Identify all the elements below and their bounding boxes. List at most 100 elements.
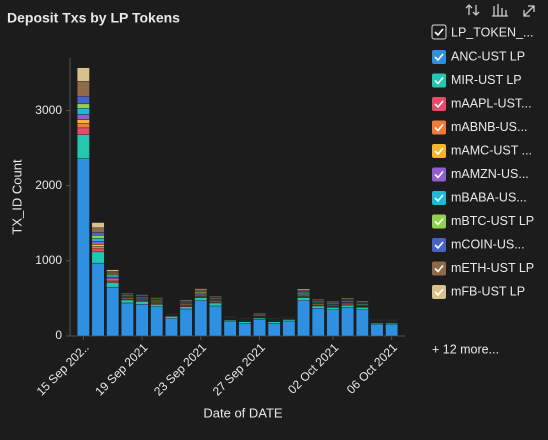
bar-segment xyxy=(223,321,237,337)
check xyxy=(434,28,444,37)
bar-segment xyxy=(194,297,208,301)
legend-swatch[interactable] xyxy=(432,191,446,205)
check xyxy=(434,264,444,273)
bar-segment xyxy=(238,321,252,324)
bar-segment xyxy=(267,323,281,337)
bar-segment xyxy=(121,302,134,337)
legend-swatch[interactable] xyxy=(432,97,446,111)
check xyxy=(434,123,444,132)
check xyxy=(434,170,444,179)
bar-segment xyxy=(76,123,90,129)
bar-segment xyxy=(370,323,384,325)
bar-segment xyxy=(326,300,340,303)
bar-segment xyxy=(297,288,310,291)
bar-segment xyxy=(106,277,120,280)
bar-segment xyxy=(91,248,105,253)
x-axis-title: Date of DATE xyxy=(203,405,283,420)
legend-label: mAAPL-UST... xyxy=(451,96,532,110)
bar-segment xyxy=(297,300,310,337)
sort-icon[interactable] xyxy=(465,4,480,16)
bar-segment xyxy=(135,304,149,337)
bar-segment xyxy=(121,292,134,295)
y-tick-label: 0 xyxy=(55,328,62,342)
legend-swatch[interactable] xyxy=(432,144,446,158)
bar-segment xyxy=(385,324,399,337)
bar-segment xyxy=(106,269,120,272)
bar-segment xyxy=(253,312,266,315)
check xyxy=(434,288,444,297)
bar-segment xyxy=(209,302,222,307)
bar-segment xyxy=(76,158,90,337)
bar-segment xyxy=(76,119,90,124)
bar-segment xyxy=(311,305,325,309)
bar-segment xyxy=(179,308,193,337)
legend-swatch[interactable] xyxy=(432,50,446,64)
bar-segment xyxy=(355,301,369,303)
y-tick-label: 2000 xyxy=(35,178,62,192)
bar-segment xyxy=(179,306,193,310)
bar-segment xyxy=(194,288,208,290)
y-tick-label: 3000 xyxy=(35,103,62,117)
check xyxy=(434,53,444,62)
legend-more[interactable]: + 12 more... xyxy=(432,342,499,356)
expand-icon[interactable] xyxy=(523,5,535,17)
legend: LP_TOKEN_... + 12 more... xyxy=(431,24,533,356)
legend-title-checkbox[interactable] xyxy=(431,24,447,40)
bar-segment xyxy=(326,309,340,337)
bar-segment xyxy=(179,299,193,301)
bar-segment xyxy=(282,319,296,322)
bar-segment xyxy=(326,307,340,310)
bar-segment xyxy=(91,246,105,250)
bar-segment xyxy=(91,262,105,337)
legend-label: MIR-UST LP xyxy=(451,73,522,87)
bar-segment xyxy=(91,222,105,229)
bar-segment xyxy=(76,96,90,105)
bar-segment xyxy=(165,316,178,319)
legend-swatch[interactable] xyxy=(432,167,446,182)
check xyxy=(434,217,444,226)
x-tick-label: 02 Oct 2021 xyxy=(285,340,341,396)
x-tick-label: 23 Sep 2021 xyxy=(151,340,209,398)
legend-label: mAMZN-US... xyxy=(451,167,529,181)
legend-label: mABNB-US... xyxy=(451,120,527,134)
bar-segment xyxy=(150,304,164,307)
bar-segment xyxy=(253,317,266,320)
bar-segment xyxy=(341,307,354,337)
legend-label: mCOIN-US... xyxy=(451,237,525,251)
toolbar[interactable] xyxy=(465,4,535,17)
bar-segment xyxy=(76,103,90,109)
bar-segment xyxy=(106,286,120,337)
bar-segment xyxy=(76,108,90,115)
legend-title: LP_TOKEN_... xyxy=(451,25,533,39)
bar-segment xyxy=(135,301,149,305)
bar-segment xyxy=(76,81,90,97)
bar-segment xyxy=(106,282,120,288)
legend-label: mFB-UST LP xyxy=(451,284,525,298)
legend-swatch[interactable] xyxy=(432,261,446,276)
legend-swatch[interactable] xyxy=(432,73,446,88)
x-tick-label: 19 Sep 2021 xyxy=(92,340,150,398)
bar-segment xyxy=(385,323,399,325)
bar-segment xyxy=(121,299,134,304)
bar-segment xyxy=(165,318,178,337)
x-tick-label: 15 Sep 202.. xyxy=(34,340,92,398)
legend-swatch[interactable] xyxy=(432,120,446,135)
legend-label: mAMC-UST ... xyxy=(451,143,532,157)
legend-label: ANC-UST LP xyxy=(451,49,525,63)
chart-icon[interactable] xyxy=(492,4,508,17)
bar-segment xyxy=(135,294,149,296)
legend-swatch[interactable] xyxy=(432,214,446,229)
x-tick-label: 06 Oct 2021 xyxy=(344,340,400,396)
chart-title: Deposit Txs by LP Tokens xyxy=(7,10,180,26)
bar-segment xyxy=(341,298,354,300)
bar-segment xyxy=(267,321,281,324)
bar-segment xyxy=(91,227,105,233)
check xyxy=(434,194,444,203)
bar-segment xyxy=(194,300,208,337)
bar-segment xyxy=(91,251,105,264)
legend-swatch[interactable] xyxy=(432,285,446,299)
bar-segment xyxy=(209,305,222,337)
bar-segment xyxy=(355,309,369,337)
legend-swatch[interactable] xyxy=(432,238,446,252)
